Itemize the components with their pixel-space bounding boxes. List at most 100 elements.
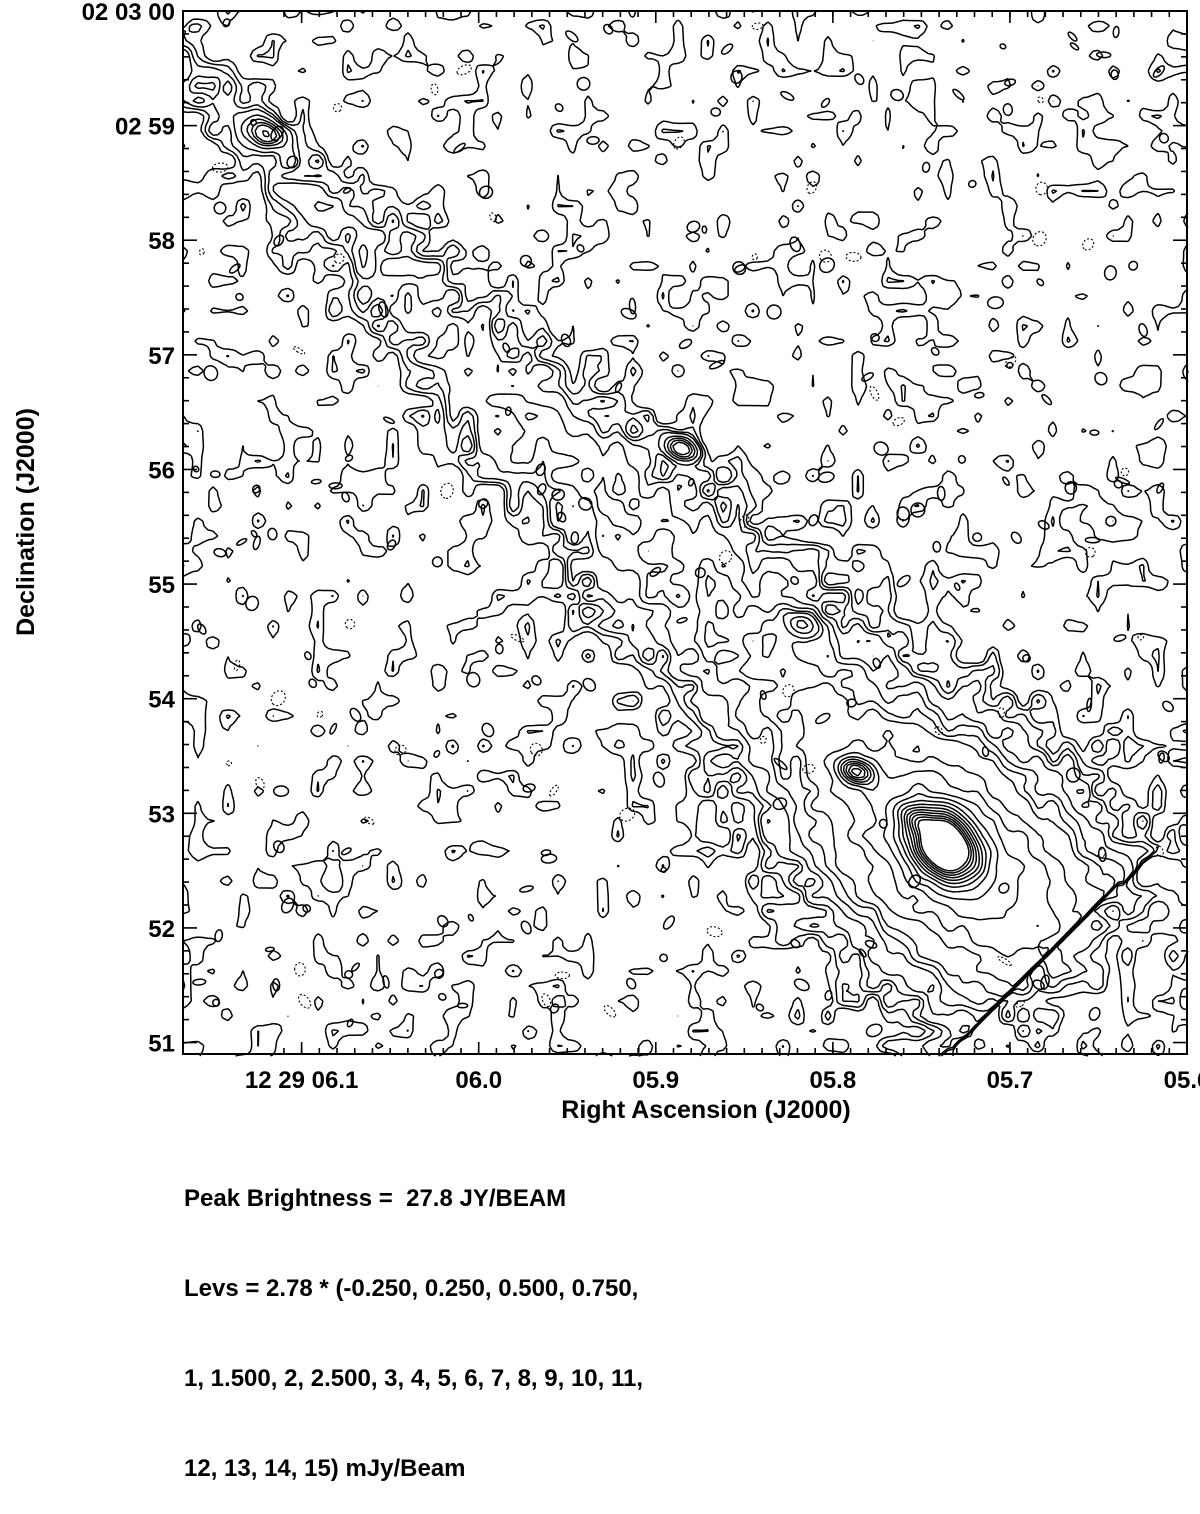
negative-noise-contour	[297, 993, 312, 1009]
noise-contour	[576, 76, 591, 91]
negative-noise-contour	[892, 416, 905, 427]
noise-contour	[302, 904, 312, 913]
y-tick-label: 02 03 00	[82, 0, 175, 26]
noise-contour	[953, 582, 961, 591]
contour-level-8	[842, 760, 992, 893]
contour-level-0.5	[182, 10, 1189, 1057]
noise-contour	[535, 463, 547, 477]
noise-contour	[272, 785, 290, 797]
y-tick-label: 02 59	[115, 114, 175, 141]
noise-contour	[1088, 1006, 1101, 1021]
noise-contour	[346, 1018, 354, 1028]
noise-contour	[252, 535, 261, 551]
noise-contour	[551, 488, 566, 501]
noise-contour	[789, 236, 802, 253]
noise-contour	[214, 929, 224, 943]
x-tick-labels: 12 29 06.1 06.0 05.9 05.8 05.7 05.6	[245, 1067, 1200, 1094]
noise-contour	[582, 677, 597, 692]
noise-contour	[1036, 278, 1045, 287]
noise-contour	[578, 496, 593, 511]
noise-contour	[1065, 767, 1081, 783]
noise-contour	[433, 749, 441, 758]
noise-contour	[586, 135, 600, 145]
contour-level-10	[847, 764, 984, 885]
noise-contour	[790, 938, 801, 949]
contour-level-7	[840, 758, 999, 901]
negative-noise-contour	[1084, 546, 1096, 558]
noise-contour	[865, 1023, 883, 1038]
noise-contour	[478, 185, 494, 200]
noise-contour	[554, 103, 564, 113]
noise-contour	[873, 441, 889, 456]
noise-contour	[936, 485, 946, 502]
noise-contour	[1158, 132, 1170, 144]
noise-contour	[678, 338, 693, 350]
noise-contour	[952, 88, 965, 101]
noise-contour	[1086, 697, 1093, 713]
x-tick-label: 05.9	[632, 1067, 679, 1094]
contour-level-15	[917, 818, 970, 872]
negative-noise-contour	[1082, 238, 1095, 251]
negative-noise-contour	[364, 816, 375, 825]
noise-contour	[386, 539, 397, 551]
noise-contour	[1115, 476, 1131, 485]
negative-noise-contour	[869, 385, 880, 401]
noise-contour	[708, 359, 725, 370]
noise-contour	[686, 220, 701, 233]
noise-contour	[1110, 69, 1120, 81]
negative-noise-contour	[332, 103, 343, 113]
negative-noise-contour	[603, 1004, 617, 1018]
noise-contour	[907, 874, 922, 889]
noise-contour	[196, 623, 207, 635]
noise-contour	[349, 707, 362, 722]
noise-contour	[328, 482, 343, 490]
contour-level-1	[182, 48, 1149, 1048]
noise-contour	[820, 97, 831, 109]
noise-contour	[344, 454, 354, 462]
noise-contour	[351, 962, 360, 972]
y-tick-label: 53	[148, 801, 175, 828]
noise-contour	[502, 342, 511, 354]
noise-contour	[614, 381, 623, 393]
noise-contour	[815, 712, 831, 725]
noise-contour	[603, 23, 614, 35]
map-notes: Peak Brightness = 27.8 JY/BEAM Levs = 2.…	[184, 1124, 643, 1514]
noise-contour	[652, 771, 666, 788]
negative-noise-contour	[226, 760, 232, 767]
negative-noise-contour	[294, 962, 306, 977]
noise-contour	[981, 746, 990, 758]
negative-noise-contour	[529, 742, 543, 757]
negative-noise-contour	[1015, 1000, 1025, 1008]
noise-contour	[730, 69, 743, 85]
noise-contour	[203, 365, 219, 382]
noise-contour	[1097, 846, 1107, 863]
negative-noise-contour	[619, 807, 636, 822]
noise-contour	[522, 783, 536, 793]
axis-ticks	[183, 10, 1188, 1054]
noise-contour	[549, 1003, 560, 1014]
noise-contour	[1089, 429, 1100, 436]
negative-noise-contour	[782, 684, 795, 698]
contour-level-3	[254, 124, 1105, 998]
negative-noise-contour	[751, 253, 758, 261]
noise-contour	[780, 90, 795, 101]
noise-contour	[280, 897, 295, 914]
x-tick-label: 06.0	[455, 1067, 502, 1094]
negative-noise-contour	[751, 22, 764, 31]
x-axis-title: Right Ascension (J2000)	[561, 1096, 850, 1124]
noise-contour	[720, 43, 734, 55]
noise-contour	[1064, 481, 1078, 495]
y-tick-label: 58	[148, 228, 175, 255]
noise-contour	[264, 946, 275, 953]
negative-noise-contour	[818, 249, 832, 263]
noise-contour	[466, 671, 481, 688]
noise-contour	[878, 818, 888, 829]
noise-contour	[540, 853, 558, 864]
negative-noise-contour	[1137, 634, 1145, 641]
noise-contour	[846, 698, 857, 708]
noise-contour	[431, 556, 444, 568]
contour-map: 12 29 06.106.005.905.805.705.6 02 03 000…	[12, 0, 1200, 1124]
noise-contour	[759, 689, 767, 701]
noise-contour	[576, 244, 585, 253]
x-tick-label: 05.8	[809, 1067, 856, 1094]
